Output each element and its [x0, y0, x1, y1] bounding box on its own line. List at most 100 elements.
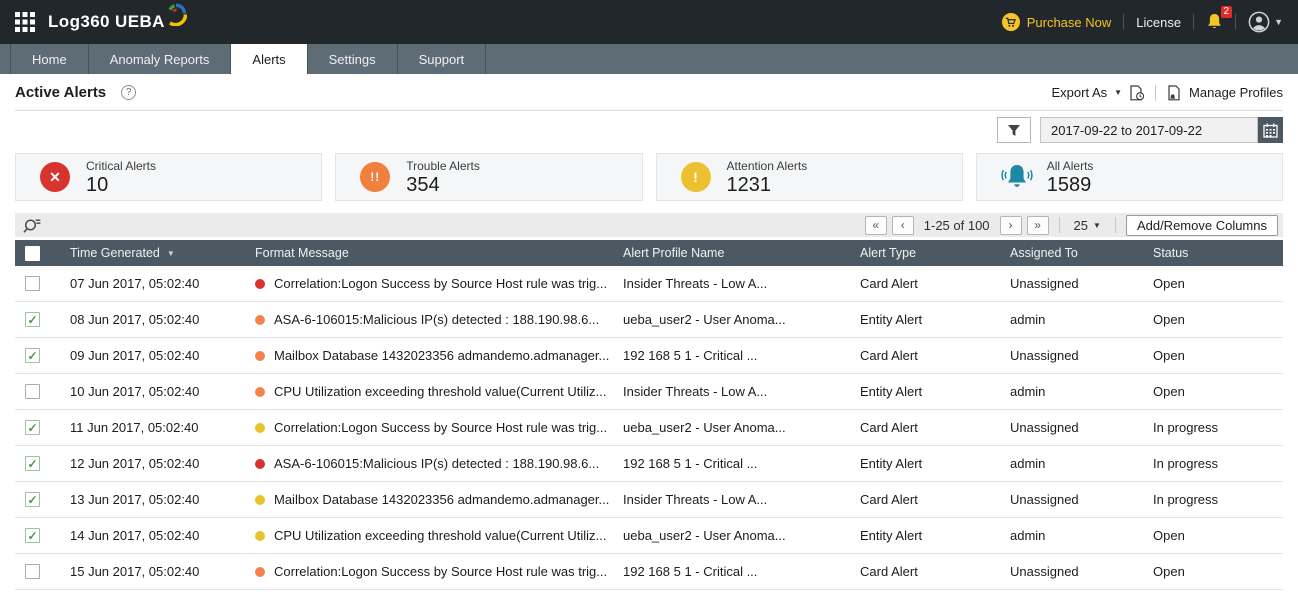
alert-type-cell: Card Alert	[860, 564, 918, 579]
status-cell: In progress	[1153, 420, 1219, 435]
assigned-to-cell: Unassigned	[1010, 564, 1079, 579]
column-alert-type[interactable]: Alert Type	[860, 246, 917, 260]
format-message-link[interactable]: CPU Utilization exceeding threshold valu…	[274, 528, 607, 543]
divider	[1193, 14, 1195, 30]
severity-dot-icon	[255, 278, 265, 289]
alert-type-cell: Entity Alert	[860, 384, 923, 399]
card-value: 1231	[726, 174, 772, 196]
row-checkbox[interactable]	[25, 564, 40, 579]
filter-row: 2017-09-22 to 2017-09-22	[15, 117, 1283, 143]
first-page-button[interactable]: «	[864, 215, 887, 235]
apps-grid-icon[interactable]	[15, 12, 35, 32]
date-range-input[interactable]: 2017-09-22 to 2017-09-22	[1040, 117, 1258, 143]
purchase-now-button[interactable]: Purchase Now	[1001, 13, 1111, 31]
divider	[1114, 217, 1116, 233]
last-page-button[interactable]: »	[1026, 215, 1049, 235]
user-menu-button[interactable]: ▼	[1248, 11, 1283, 33]
card-label: Critical Alerts	[86, 159, 157, 173]
prev-page-button[interactable]: ‹	[891, 215, 914, 235]
help-icon[interactable]: ?	[121, 85, 137, 100]
row-checkbox[interactable]	[25, 420, 40, 435]
status-cell: In progress	[1153, 456, 1219, 471]
column-alert-profile-name[interactable]: Alert Profile Name	[623, 246, 725, 260]
manage-profiles-button[interactable]: Manage Profiles	[1166, 84, 1283, 101]
format-message-link[interactable]: ASA-6-106015:Malicious IP(s) detected : …	[274, 312, 600, 327]
page-size-dropdown[interactable]: 25 ▼	[1074, 218, 1101, 233]
license-button[interactable]: License	[1136, 14, 1182, 30]
divider	[1235, 14, 1237, 30]
tab-support[interactable]: Support	[398, 44, 487, 74]
severity-dot-icon	[255, 494, 265, 505]
notifications-button[interactable]: 2	[1206, 6, 1233, 31]
row-checkbox[interactable]	[25, 276, 40, 291]
tab-alerts[interactable]: Alerts	[231, 44, 308, 74]
search-columns-icon[interactable]	[22, 217, 42, 234]
column-time-generated[interactable]: Time Generated	[70, 246, 160, 260]
table-row: 11 Jun 2017, 05:02:40 Correlation:Logon …	[15, 410, 1283, 446]
table-row: 10 Jun 2017, 05:02:40 CPU Utilization ex…	[15, 374, 1283, 410]
sort-desc-icon[interactable]: ▼	[166, 248, 175, 258]
column-status[interactable]: Status	[1153, 246, 1189, 260]
assigned-to-cell: Unassigned	[1010, 420, 1079, 435]
pagination: « ‹ 1-25 of 100 › » 25 ▼ Add/Remove Colu…	[864, 214, 1278, 236]
trouble-alerts-card[interactable]: !! Trouble Alerts 354	[335, 153, 643, 201]
row-checkbox[interactable]	[25, 312, 40, 327]
critical-alerts-card[interactable]: ✕ Critical Alerts 10	[15, 153, 323, 201]
add-remove-columns-button[interactable]: Add/Remove Columns	[1125, 214, 1278, 236]
format-message-link[interactable]: ASA-6-106015:Malicious IP(s) detected : …	[274, 456, 600, 471]
table-row: 09 Jun 2017, 05:02:40 Mailbox Database 1…	[15, 338, 1283, 374]
format-message-link[interactable]: Correlation:Logon Success by Source Host…	[274, 564, 608, 579]
status-cell: Open	[1153, 312, 1185, 327]
alert-type-cell: Card Alert	[860, 276, 918, 291]
row-checkbox[interactable]	[25, 384, 40, 399]
severity-dot-icon	[255, 386, 265, 397]
alert-profile-name-cell: Insider Threats - Low A...	[623, 384, 768, 399]
export-schedule-icon[interactable]	[1129, 84, 1145, 101]
cart-icon	[1001, 13, 1020, 31]
divider	[1155, 84, 1157, 101]
tab-anomaly-reports[interactable]: Anomaly Reports	[89, 44, 232, 74]
alert-profile-name-cell: ueba_user2 - User Anoma...	[623, 528, 786, 543]
all-alerts-card[interactable]: All Alerts 1589	[975, 153, 1283, 201]
exclamation-icon: !	[680, 162, 711, 192]
assigned-to-cell: Unassigned	[1010, 492, 1079, 507]
alert-type-cell: Entity Alert	[860, 312, 923, 327]
time-generated-cell: 07 Jun 2017, 05:02:40	[70, 276, 200, 291]
export-as-button[interactable]: Export As ▼	[1051, 84, 1145, 101]
column-assigned-to[interactable]: Assigned To	[1010, 246, 1078, 260]
assigned-to-cell: Unassigned	[1010, 348, 1079, 363]
card-value: 354	[406, 174, 440, 196]
calendar-button[interactable]	[1258, 117, 1283, 143]
attention-alerts-card[interactable]: ! Attention Alerts 1231	[655, 153, 963, 201]
divider	[1123, 14, 1125, 30]
format-message-link[interactable]: Mailbox Database 1432023356 admandemo.ad…	[274, 492, 610, 507]
alert-type-cell: Entity Alert	[860, 528, 923, 543]
row-checkbox[interactable]	[25, 528, 40, 543]
select-all-checkbox[interactable]	[25, 245, 40, 261]
row-checkbox[interactable]	[25, 492, 40, 507]
alert-profile-name-cell: 192 168 5 1 - Critical ...	[623, 456, 758, 471]
card-label: All Alerts	[1046, 159, 1094, 173]
app-logo-text: Log360 UEBA	[48, 12, 165, 31]
alert-type-cell: Card Alert	[860, 348, 918, 363]
table-body: 07 Jun 2017, 05:02:40 Correlation:Logon …	[15, 266, 1283, 590]
filter-button[interactable]	[997, 117, 1031, 143]
severity-dot-icon	[255, 350, 265, 361]
card-value: 10	[86, 174, 109, 196]
time-generated-cell: 12 Jun 2017, 05:02:40	[70, 456, 200, 471]
table-header: Time Generated ▼ Format Message Alert Pr…	[15, 240, 1283, 266]
page-title: Active Alerts	[15, 84, 107, 101]
tab-home[interactable]: Home	[10, 44, 89, 74]
next-page-button[interactable]: ›	[999, 215, 1022, 235]
format-message-link[interactable]: Correlation:Logon Success by Source Host…	[274, 420, 608, 435]
format-message-link[interactable]: Mailbox Database 1432023356 admandemo.ad…	[274, 348, 610, 363]
format-message-link[interactable]: CPU Utilization exceeding threshold valu…	[274, 384, 607, 399]
row-checkbox[interactable]	[25, 456, 40, 471]
assigned-to-cell: admin	[1010, 528, 1046, 543]
main-nav: Home Anomaly Reports Alerts Settings Sup…	[0, 44, 1298, 74]
format-message-link[interactable]: Correlation:Logon Success by Source Host…	[274, 276, 608, 291]
tab-settings[interactable]: Settings	[308, 44, 398, 74]
column-format-message[interactable]: Format Message	[255, 246, 349, 260]
row-checkbox[interactable]	[25, 348, 40, 363]
status-cell: Open	[1153, 528, 1185, 543]
